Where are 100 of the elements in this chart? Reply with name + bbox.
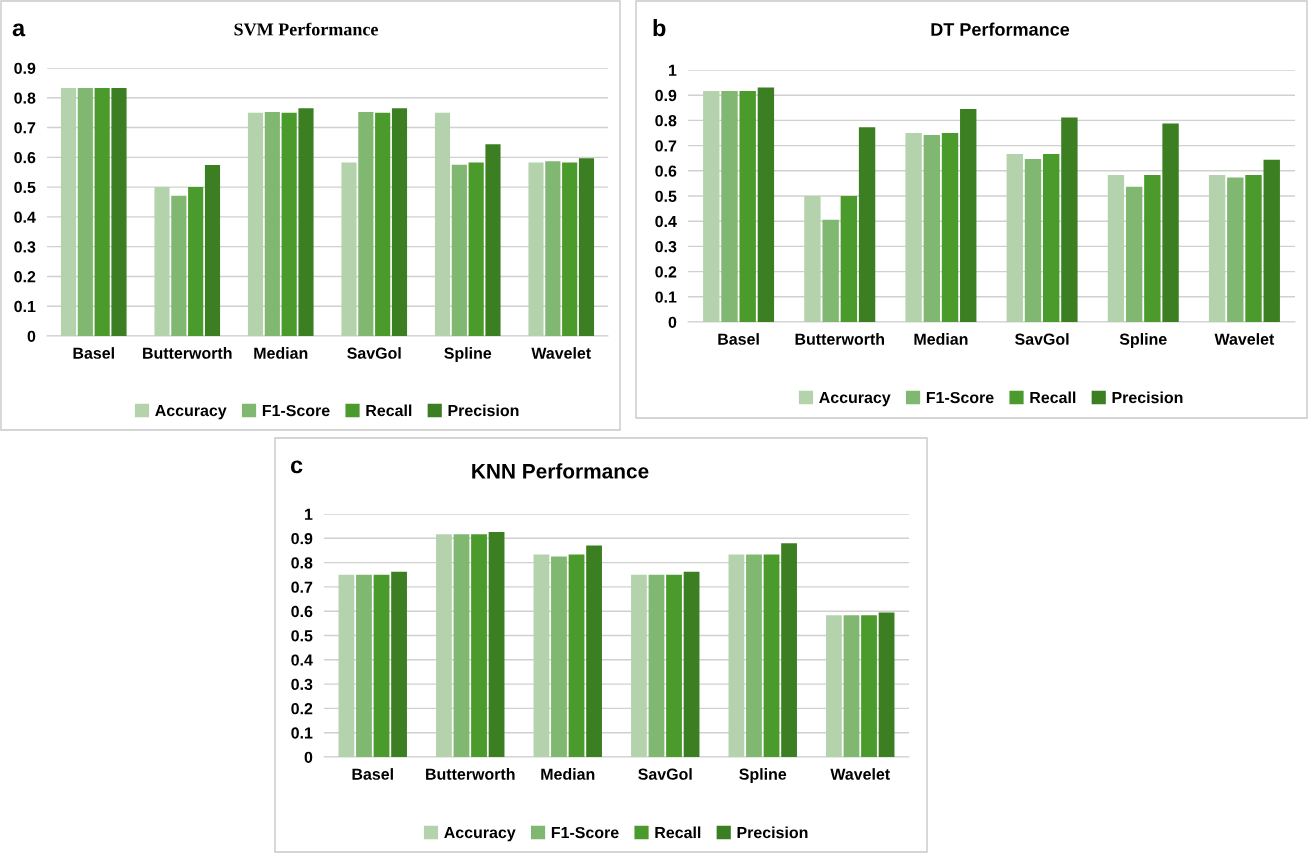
bar [468,162,484,336]
y-tick-label: 0.6 [14,151,36,164]
bar [840,196,858,322]
bar [1107,175,1125,322]
y-tick-label: 0.2 [655,266,677,278]
y-tick-label: 0.2 [291,703,313,715]
text: b [653,19,666,37]
y-tick-label: 0.8 [14,92,36,104]
y-tick-label: 0.1 [291,727,313,739]
x-tick-label: Median [914,333,968,345]
bar [154,187,170,336]
bar [960,109,977,322]
bar [356,574,372,757]
bar [77,87,93,336]
y-tick-label: 1 [305,508,313,520]
x-tick-label: Butterworth [143,347,232,359]
y-tick-label: 0.9 [14,62,36,74]
bar [861,615,877,757]
bar [746,554,762,757]
bar [941,133,959,322]
y-tick-label: 0.4 [291,654,313,666]
bar [485,144,501,336]
bar [586,545,602,757]
bar [298,108,314,336]
bar [1024,158,1042,322]
bar [94,87,110,336]
x-tick-label: Basel [73,347,114,359]
bar [375,112,391,336]
bar [781,543,797,757]
bar [858,127,876,322]
legend-label: Recall [366,404,412,417]
legend-label: Accuracy [444,827,516,842]
bar [562,162,578,336]
y-tick-label: 0.7 [655,140,677,152]
y-tick-label: 0.5 [291,630,313,642]
y-tick-label: 0.9 [291,532,313,545]
legend-label: Accuracy [155,405,227,420]
chart-title: DT Performance [931,22,1070,36]
bar [757,87,775,322]
legend-label: Precision [737,826,808,839]
bar [568,554,585,757]
y-tick-label: 0.7 [291,581,313,593]
bar [763,554,780,757]
bar [1125,186,1143,322]
legend-label: Recall [655,826,701,839]
bar [264,112,280,336]
bar [1162,123,1179,322]
bar [247,112,264,336]
bar [188,187,204,336]
bar [528,162,544,336]
bar [703,90,720,322]
bar [111,87,127,336]
legend-label: Precision [1112,391,1183,404]
y-tick-label: 0.4 [655,215,677,228]
bar [436,534,452,757]
x-tick-label: Basel [352,768,393,780]
bar [728,554,745,757]
bar [923,135,941,322]
bar [905,133,922,322]
x-tick-label: Spline [444,347,492,362]
y-tick-label: 0.1 [655,291,677,303]
bar [1227,177,1244,322]
bar [683,571,700,757]
y-tick-label: 0.8 [655,115,677,127]
y-tick-label: 0 [668,316,677,328]
y-tick-label: 0 [27,330,36,342]
x-tick-label: Wavelet [531,347,591,359]
x-tick-label: Wavelet [1214,333,1275,345]
bar [373,574,390,757]
bar [434,112,451,336]
y-tick-label: 0.8 [291,557,313,569]
x-tick-label: Wavelet [830,768,890,780]
text: c [290,460,303,474]
bar [648,574,665,757]
bar [488,531,505,757]
bar [1144,175,1161,322]
bar [545,161,561,336]
y-tick-label: 0.6 [655,165,677,177]
bar [391,571,407,757]
x-tick-label: Spline [739,768,787,783]
x-tick-label: Butterworth [426,768,515,780]
text: a [12,23,26,37]
x-tick-label: Median [254,347,308,359]
x-tick-label: SavGol [1015,333,1069,345]
legend-label: Precision [448,404,519,417]
bar [533,554,550,757]
bar [551,556,567,757]
y-tick-label: 0.3 [291,678,313,691]
bar [631,574,647,757]
x-tick-label: SavGol [347,347,401,359]
legend-label: F1-Score [262,404,330,417]
bar [1061,117,1078,322]
chart-title: KNN Performance [472,463,649,479]
bar [1245,175,1262,322]
y-tick-label: 0.3 [655,241,677,253]
bar [281,112,297,336]
bar [204,165,221,336]
bar [1006,153,1023,322]
y-tick-label: 0.5 [14,181,36,194]
bar [453,534,470,757]
